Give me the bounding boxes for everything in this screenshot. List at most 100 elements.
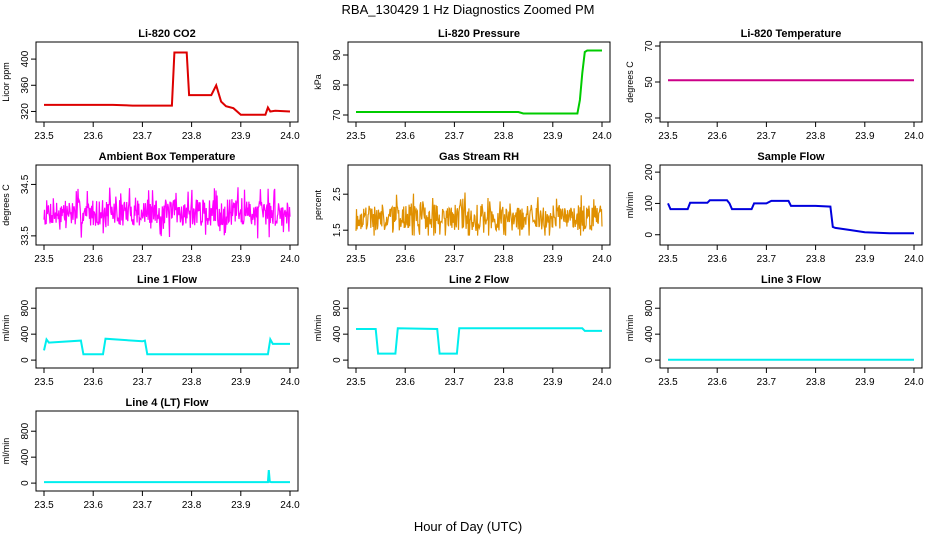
x-tick-label: 23.6 — [83, 131, 103, 142]
series-line — [667, 199, 914, 235]
y-tick-label: 33.5 — [20, 226, 31, 246]
y-tick-label: 0 — [332, 357, 343, 363]
panel-7: Line 1 Flow 23.5 23.6 23.7 23.8 23.9 24.0 0 400 8… — [1, 274, 300, 388]
x-tick-label: 23.6 — [83, 500, 103, 511]
panel-title: Li-820 CO2 — [138, 28, 195, 40]
y-tick-label: 100 — [644, 195, 655, 212]
panel-title: Li-820 Pressure — [438, 28, 520, 40]
x-tick-label: 23.5 — [34, 377, 54, 388]
x-tick-label: 23.9 — [855, 131, 875, 142]
x-tick-label: 23.8 — [806, 377, 826, 388]
x-tick-label: 23.7 — [445, 131, 465, 142]
x-tick-label: 23.7 — [757, 131, 777, 142]
series-line — [356, 327, 602, 355]
plot-frame — [659, 287, 923, 369]
panel-title: Sample Flow — [757, 151, 825, 163]
plot-frame — [659, 41, 923, 123]
panel-title: Line 1 Flow — [137, 274, 197, 286]
y-tick-label: 70 — [644, 40, 655, 52]
y-tick-label: 360 — [20, 76, 31, 93]
panel-3: Li-820 Temperature 23.5 23.6 23.7 23.8 23.9 24… — [625, 28, 924, 142]
y-tick-label: 50 — [644, 76, 655, 88]
y-tick-label: 70 — [332, 109, 343, 121]
x-tick-label: 24.0 — [280, 131, 300, 142]
x-tick-label: 24.0 — [904, 377, 924, 388]
x-tick-label: 23.6 — [395, 131, 415, 142]
y-tick-label: 800 — [332, 299, 343, 316]
y-tick-label: 90 — [332, 49, 343, 61]
y-tick-label: 0 — [644, 232, 655, 238]
y-tick-label: 800 — [20, 422, 31, 439]
series-line — [44, 470, 290, 484]
y-tick-label: 400 — [20, 448, 31, 465]
panel-title: Ambient Box Temperature — [99, 151, 236, 163]
x-tick-label: 23.6 — [707, 377, 727, 388]
x-tick-label: 23.7 — [445, 254, 465, 265]
series-line — [44, 51, 291, 116]
y-axis-label: ml/min — [1, 315, 11, 342]
x-tick-label: 23.6 — [395, 377, 415, 388]
x-tick-label: 23.9 — [231, 254, 251, 265]
x-tick-label: 23.9 — [855, 377, 875, 388]
y-tick-label: 0 — [644, 357, 655, 363]
panel-10: Line 4 (LT) Flow 23.5 23.6 23.7 23.8 23.9 24.0… — [1, 397, 300, 511]
panel-8: Line 2 Flow 23.5 23.6 23.7 23.8 23.9 24.0 0 400 8… — [313, 274, 612, 388]
y-tick-label: 200 — [644, 163, 655, 180]
x-tick-label: 23.7 — [445, 377, 465, 388]
plot-frame — [35, 287, 299, 369]
x-tick-label: 23.6 — [707, 254, 727, 265]
series-line — [43, 336, 290, 356]
y-tick-label: 0 — [20, 357, 31, 363]
panel-title: Gas Stream RH — [439, 151, 519, 163]
y-tick-label: 400 — [20, 50, 31, 67]
y-axis-label: percent — [313, 189, 323, 220]
x-tick-label: 23.6 — [83, 377, 103, 388]
x-tick-label: 23.7 — [133, 377, 153, 388]
panel-title: Line 3 Flow — [761, 274, 821, 286]
x-tick-label: 23.7 — [757, 254, 777, 265]
x-tick-label: 23.7 — [757, 377, 777, 388]
y-tick-label: 34.5 — [20, 174, 31, 194]
x-tick-label: 23.5 — [658, 254, 678, 265]
figure-title: RBA_130429 1 Hz Diagnostics Zoomed PM — [342, 2, 595, 17]
panel-4: Ambient Box Temperature 23.5 23.6 23.7 23.8 2… — [1, 151, 300, 265]
y-tick-label: 80 — [332, 79, 343, 91]
plot-frame — [347, 164, 611, 246]
x-tick-label: 24.0 — [280, 377, 300, 388]
panel-title: Line 2 Flow — [449, 274, 509, 286]
x-axis-label: Hour of Day (UTC) — [414, 519, 522, 534]
panel-6: Sample Flow 23.5 23.6 23.7 23.8 23.9 24.0 0 100 2… — [625, 151, 924, 265]
y-axis-label: ml/min — [313, 315, 323, 342]
plot-frame — [35, 41, 299, 123]
x-tick-label: 23.6 — [395, 254, 415, 265]
x-tick-label: 24.0 — [280, 500, 300, 511]
plot-frame — [659, 164, 923, 246]
x-tick-label: 23.9 — [543, 254, 563, 265]
x-tick-label: 23.9 — [231, 500, 251, 511]
x-tick-label: 23.7 — [133, 254, 153, 265]
plot-frame — [347, 287, 611, 369]
y-tick-label: 2.5 — [332, 187, 343, 201]
y-tick-label: 400 — [20, 325, 31, 342]
x-tick-label: 23.9 — [543, 131, 563, 142]
panel-title: Li-820 Temperature — [741, 28, 842, 40]
x-tick-label: 23.6 — [83, 254, 103, 265]
y-tick-label: 400 — [332, 325, 343, 342]
y-axis-label: ml/min — [625, 192, 635, 219]
x-tick-label: 24.0 — [592, 377, 612, 388]
y-axis-label: degrees C — [1, 184, 11, 226]
y-tick-label: 400 — [644, 325, 655, 342]
plot-frame — [35, 410, 299, 492]
y-axis-label: kPa — [313, 74, 323, 90]
x-tick-label: 23.7 — [133, 500, 153, 511]
x-tick-label: 23.9 — [855, 254, 875, 265]
panel-title: Line 4 (LT) Flow — [126, 397, 209, 409]
x-tick-label: 23.5 — [34, 131, 54, 142]
x-tick-label: 24.0 — [280, 254, 300, 265]
x-tick-label: 23.8 — [494, 377, 514, 388]
x-tick-label: 23.9 — [231, 377, 251, 388]
y-tick-label: 30 — [644, 112, 655, 124]
y-axis-label: ml/min — [625, 315, 635, 342]
series-line — [43, 187, 291, 239]
